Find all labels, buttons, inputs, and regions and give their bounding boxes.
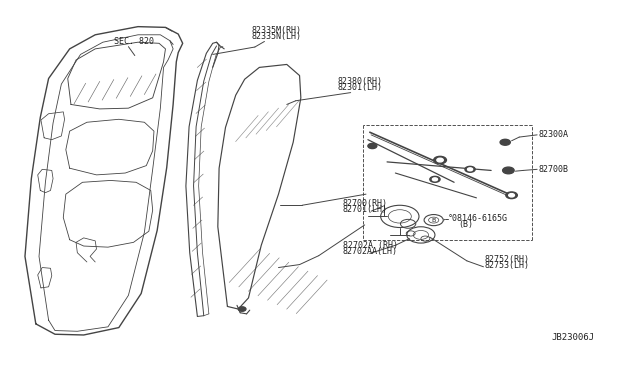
Text: 82380(RH): 82380(RH) [338, 77, 383, 86]
Circle shape [509, 193, 515, 197]
Circle shape [500, 139, 510, 145]
Text: 82335N(LH): 82335N(LH) [252, 32, 301, 41]
Text: 82752(RH): 82752(RH) [484, 255, 530, 264]
Text: °08146-6165G: °08146-6165G [448, 214, 508, 223]
Circle shape [467, 168, 472, 171]
Text: 82753(LH): 82753(LH) [484, 261, 530, 270]
Circle shape [238, 307, 246, 311]
Circle shape [434, 156, 447, 164]
Text: JB23006J: JB23006J [551, 333, 594, 343]
Circle shape [368, 143, 377, 148]
Circle shape [506, 192, 517, 199]
Text: SEC. 820: SEC. 820 [115, 37, 154, 46]
Circle shape [465, 166, 475, 172]
Circle shape [437, 158, 444, 162]
Text: (B): (B) [458, 220, 473, 229]
Circle shape [502, 167, 514, 174]
Text: B: B [431, 218, 436, 222]
Text: 82701(LH): 82701(LH) [343, 205, 388, 214]
Text: 82301(LH): 82301(LH) [338, 83, 383, 92]
Circle shape [433, 178, 438, 181]
Circle shape [430, 176, 440, 182]
Text: 82335M(RH): 82335M(RH) [252, 26, 301, 35]
Text: 82700B: 82700B [538, 165, 568, 174]
Text: 82702AA(LH): 82702AA(LH) [343, 247, 398, 256]
Text: 82300A: 82300A [538, 130, 568, 140]
Text: 82700(RH): 82700(RH) [343, 199, 388, 208]
Text: 82702A (RH): 82702A (RH) [343, 241, 398, 250]
